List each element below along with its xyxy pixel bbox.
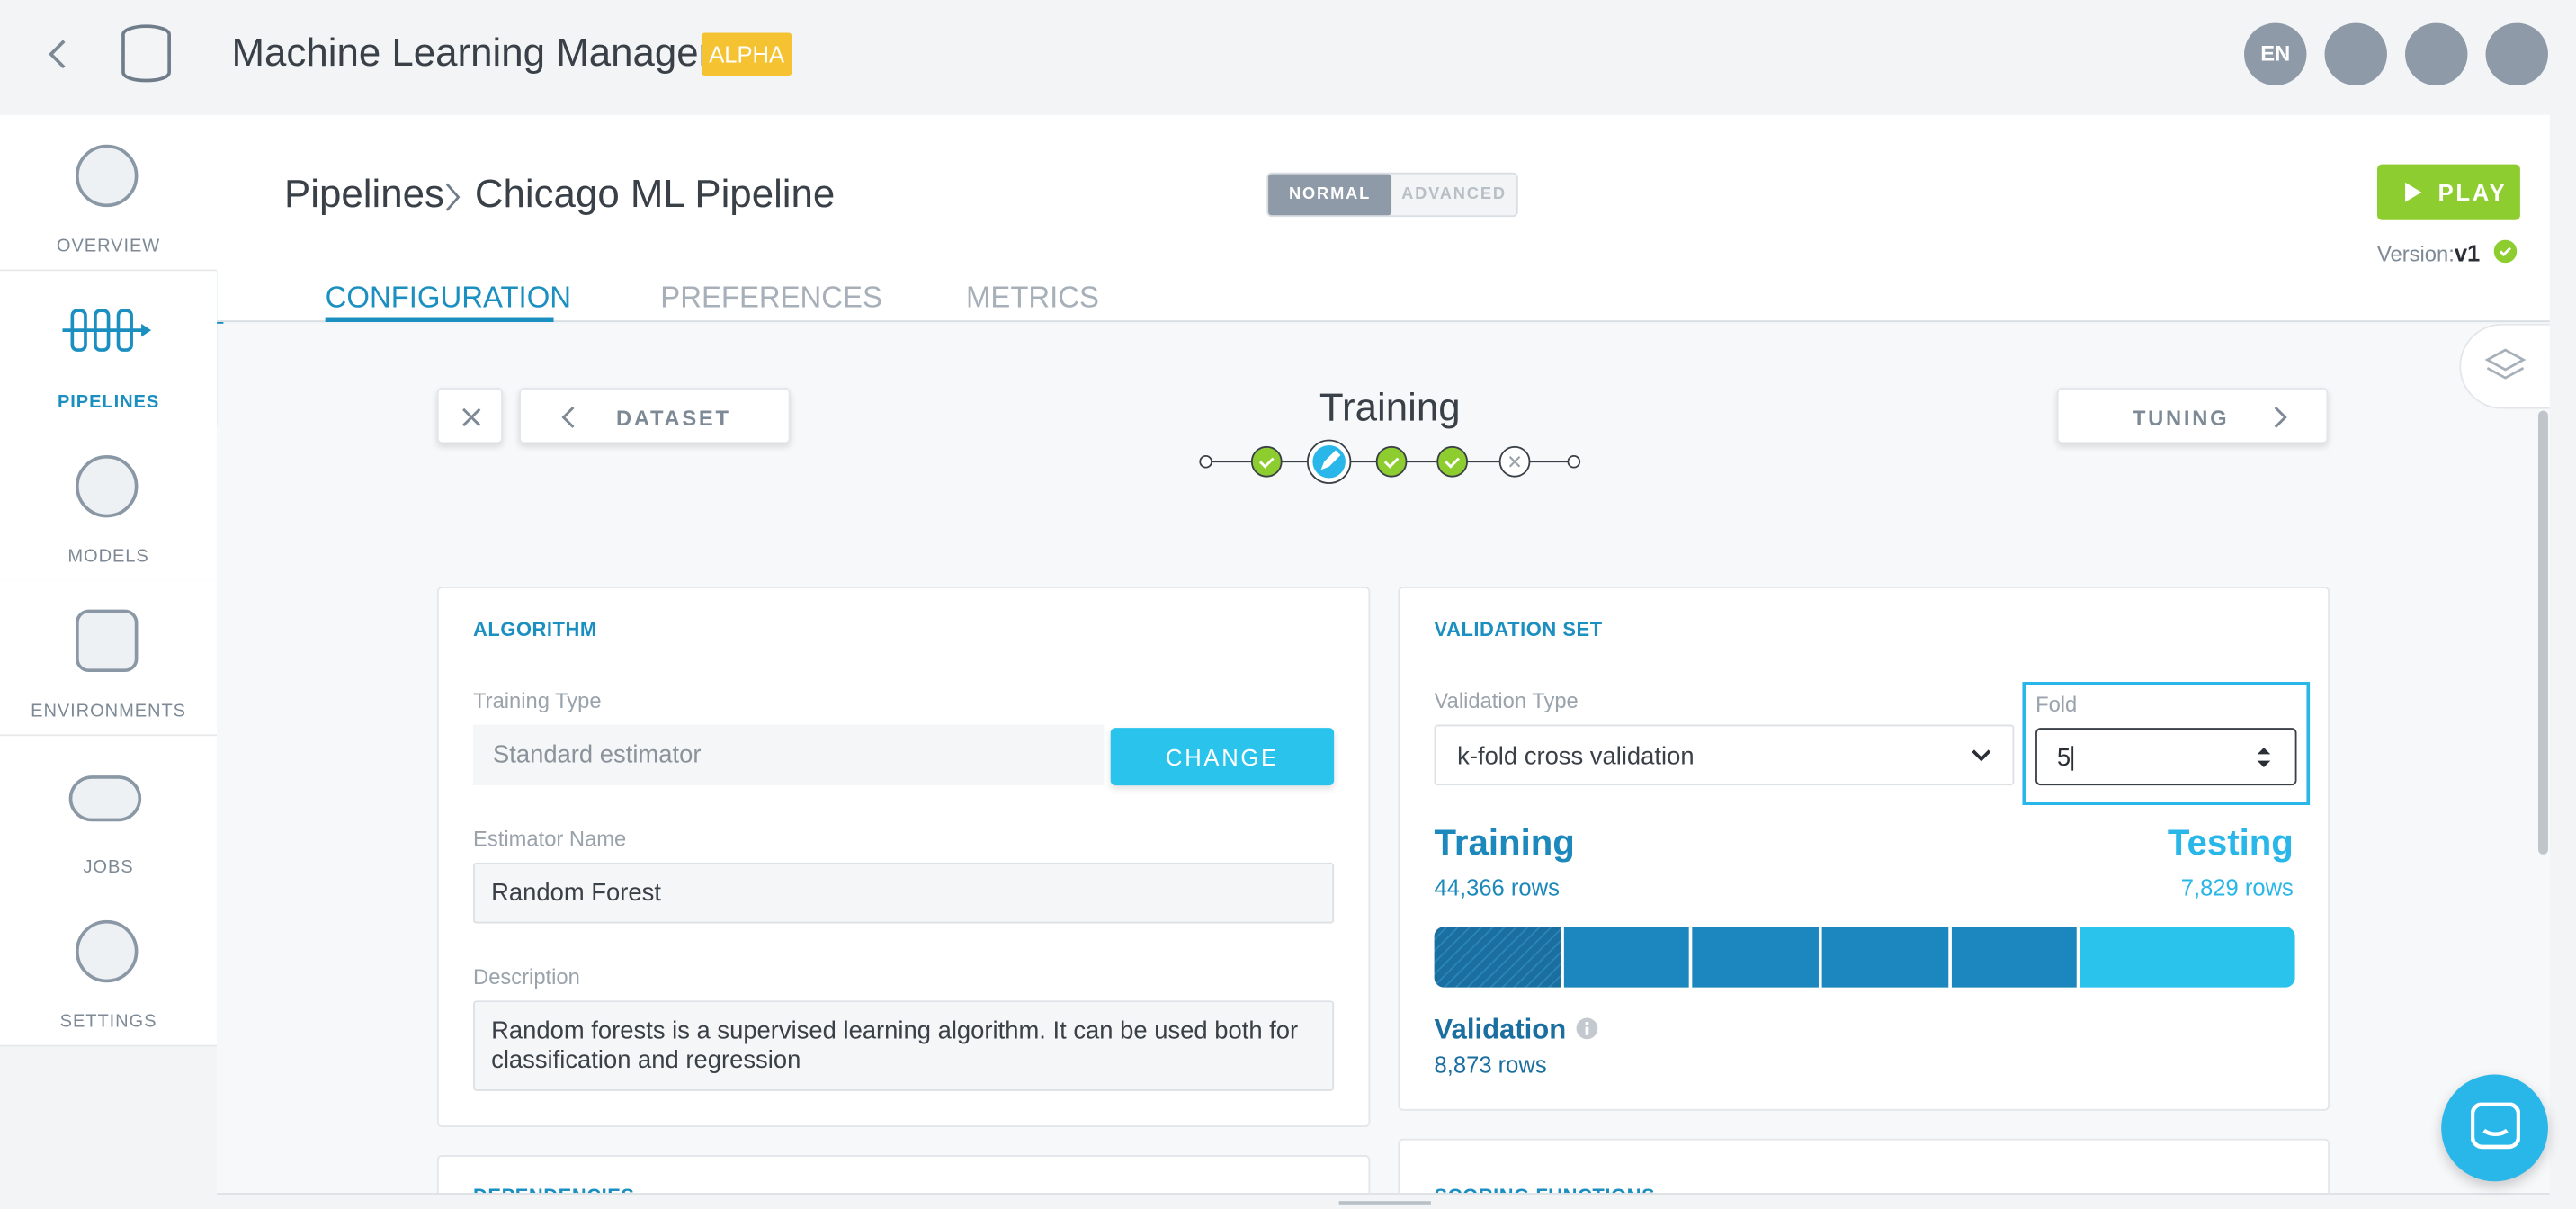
change-label: CHANGE [1166,744,1279,771]
mode-normal[interactable]: NORMAL [1268,174,1392,216]
logout-button[interactable] [2485,22,2548,85]
estimator-name-field: Random Forest [473,862,1335,924]
tab[interactable]: METRICS [966,281,1099,314]
validation-type-select[interactable]: k-fold cross validation [1434,724,2015,786]
dropdown-icon [1972,749,1991,762]
mode-advanced[interactable]: ADVANCED [1401,185,1507,204]
validation-label: Validation [1434,1013,1567,1045]
testing-rows: 7,829 rows [2180,873,2294,900]
field-label: Fold [2035,691,2078,717]
validation-card: VALIDATION SET Validation Type k-fold cr… [1398,587,2330,1111]
testing-label: Testing [2167,821,2294,863]
validation-rows: 8,873 rows [1434,1051,1547,1079]
version-value: v1 [2454,239,2481,266]
fold-group: Fold 5 [2022,682,2311,806]
next-step-label: TUNING [2132,406,2230,431]
version-check [2493,239,2518,264]
nav-icon [76,454,139,518]
info-icon[interactable] [1576,1017,1599,1041]
nav-item[interactable]: JOBS [0,736,218,892]
alpha-badge: ALPHA [701,32,792,76]
algorithm-card: ALGORITHM Training Type Standard estimat… [436,587,1371,1128]
prev-icon [561,406,575,428]
nav-label: JOBS [83,857,134,878]
help-button[interactable] [2405,22,2468,85]
step-progress [1199,439,1581,484]
nav-item[interactable]: OVERVIEW [0,114,218,272]
nav-label: MODELS [67,547,149,568]
training-label: Training [1434,821,1575,863]
nav-label: SETTINGS [59,1012,157,1033]
play-button[interactable]: PLAY [2376,164,2520,220]
nav-item[interactable]: SETTINGS [0,890,218,1047]
fold-input[interactable]: 5 [2035,728,2297,786]
footer-bar [217,1193,2550,1209]
scrollbar[interactable] [2537,410,2548,855]
description-field: Random forests is a supervised learning … [473,1000,1335,1091]
spinner-icon[interactable] [2256,744,2272,770]
estimator-name-value: Random Forest [491,879,661,908]
split-bar [1434,927,2295,988]
close-icon [462,407,481,427]
previous-step-label: DATASET [615,406,731,431]
next-step-button[interactable]: TUNING [2056,388,2329,444]
nav-icon [76,144,139,208]
fold-value: 5 [2057,746,2074,771]
training-type-value: Standard estimator [492,740,702,769]
training-type-field: Standard estimator [473,724,1105,786]
field-label: Training Type [473,688,602,713]
nav-icon [76,919,139,983]
nav-label: OVERVIEW [56,237,161,256]
tab[interactable]: PREFERENCES [660,281,882,314]
validation-type-value: k-fold cross validation [1457,742,1695,771]
change-button[interactable]: CHANGE [1110,728,1335,786]
breadcrumb-separator [445,183,461,211]
language-button[interactable]: EN [2244,22,2307,85]
nav-icon [68,775,142,822]
next-icon [2274,406,2287,428]
page-header [217,114,2550,323]
tab-active[interactable]: CONFIGURATION [325,281,572,314]
step-title: Training [1319,386,1461,431]
close-button[interactable] [436,388,503,444]
nav-item[interactable]: MODELS [0,425,218,582]
previous-step-button[interactable]: DATASET [519,388,791,444]
chat-button[interactable] [2441,1074,2548,1182]
breadcrumb-current: Chicago ML Pipeline [474,172,836,218]
nav-label: PIPELINES [57,392,160,413]
apps-button[interactable] [2324,22,2387,85]
chat-icon [2471,1102,2520,1150]
nav-icon [76,609,139,673]
app-icon [121,24,171,83]
play-icon [2405,182,2422,202]
nav-item[interactable]: ENVIRONMENTS [0,579,218,737]
play-label: PLAY [2437,179,2508,206]
nav-label: ENVIRONMENTS [31,701,186,721]
field-label: Validation Type [1434,688,1579,713]
back-arrow[interactable] [42,36,72,72]
footer-handle[interactable] [1338,1201,1431,1205]
card-title: VALIDATION SET [1434,617,1603,641]
layers-icon [2484,348,2527,380]
tab-underline [325,317,554,323]
field-label: Estimator Name [473,826,627,852]
nav-item-active[interactable]: PIPELINES [0,271,224,427]
nav-icon [62,309,152,352]
version-label: Version: [2376,241,2455,266]
field-label: Description [473,964,580,990]
training-rows: 44,366 rows [1434,873,1560,900]
layers-button[interactable] [2459,323,2550,409]
card-title: ALGORITHM [473,617,597,641]
breadcrumb-parent[interactable]: Pipelines [283,172,444,218]
app-title: Machine Learning Manager [231,31,712,76]
